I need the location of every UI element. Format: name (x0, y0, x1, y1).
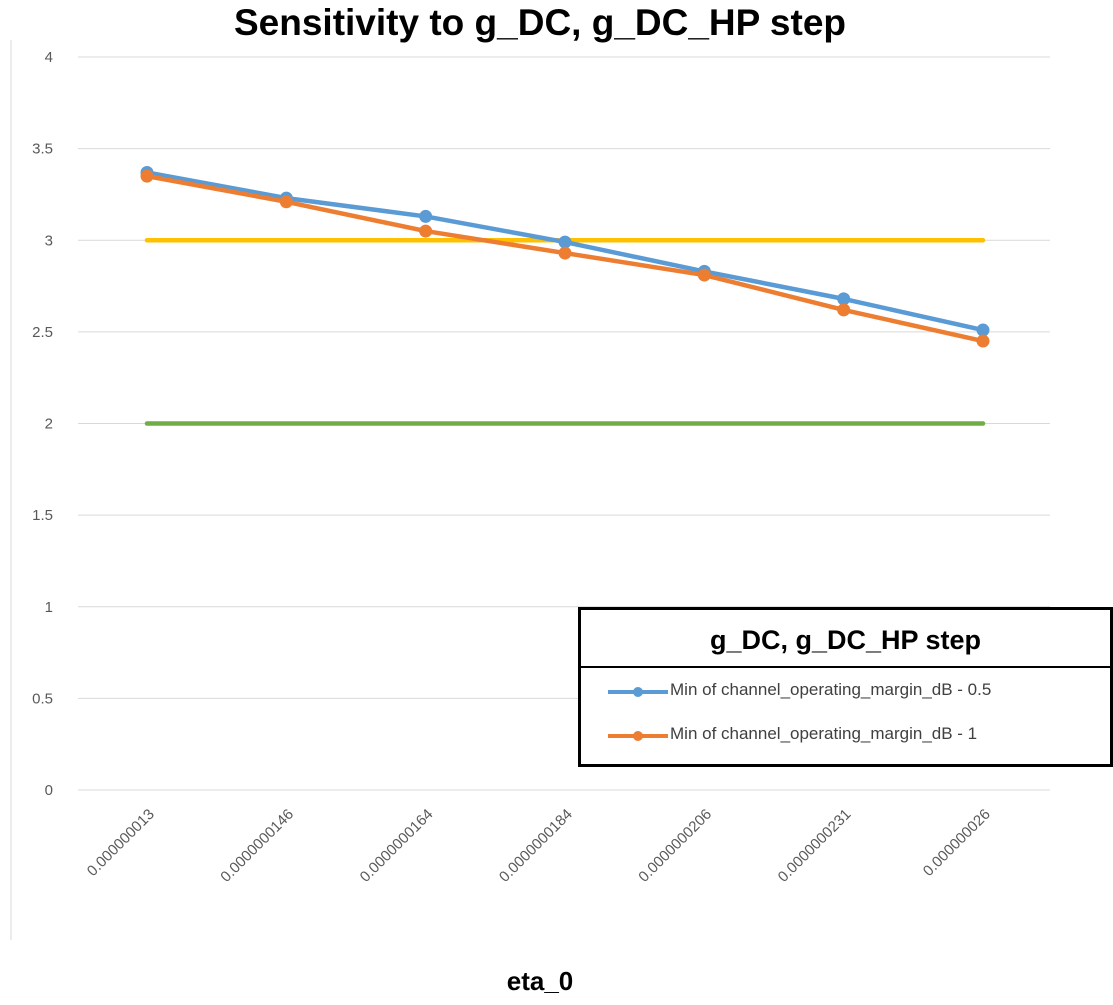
y-tick-label-2: 1 (45, 599, 53, 616)
chart-title: Sensitivity to g_DC, g_DC_HP step (233, 2, 847, 43)
y-tick-label-1: 0.5 (32, 690, 53, 707)
y-tick-label-6: 3 (45, 232, 53, 249)
series-1-point-5 (837, 303, 851, 317)
legend-title: g_DC, g_DC_HP step (581, 610, 1110, 668)
series-0-point-5 (837, 292, 851, 306)
y-tick-label-8: 4 (45, 49, 53, 66)
y-tick-label-4: 2 (45, 416, 53, 433)
series-0-point-2 (419, 209, 433, 223)
y-tick-label-3: 1.5 (32, 507, 53, 524)
y-tick-label-5: 2.5 (32, 324, 53, 341)
x-tick-label-6: 0.000000026 (920, 806, 994, 880)
legend-label-series-1: Min of channel_operating_margin_dB - 1 (670, 724, 978, 743)
series-1-point-6 (976, 334, 990, 348)
legend-item-series-1: Min of channel_operating_margin_dB - 1 (581, 720, 1110, 756)
series-0-point-3 (558, 235, 572, 249)
x-tick-label-3: 0.0000000184 (496, 806, 576, 886)
x-axis-ticks: 0.000000013 0.0000000146 0.0000000164 0.000… (84, 806, 994, 886)
legend: g_DC, g_DC_HP step Min of channel_operat… (578, 607, 1113, 767)
legend-swatch-orange (608, 731, 668, 741)
legend-item-series-0: Min of channel_operating_margin_dB - 0.5 (581, 676, 1110, 712)
y-axis-ticks: 0 0.5 1 1.5 2 2.5 3 3.5 4 (32, 49, 53, 799)
x-tick-label-4: 0.0000000206 (635, 806, 715, 886)
legend-label-series-0: Min of channel_operating_margin_dB - 0.5 (670, 680, 992, 699)
y-tick-label-0: 0 (45, 782, 53, 799)
series-1-point-0 (140, 169, 154, 183)
y-tick-label-7: 3.5 (32, 141, 53, 158)
series-1-point-2 (419, 224, 433, 238)
x-tick-label-2: 0.0000000164 (357, 806, 437, 886)
series-0-point-6 (976, 323, 990, 337)
legend-swatch-blue (608, 687, 668, 697)
series-1-point-1 (279, 195, 293, 209)
x-tick-label-0: 0.000000013 (84, 806, 158, 880)
x-tick-label-5: 0.0000000231 (775, 806, 855, 886)
x-axis-label: eta_0 (506, 966, 574, 996)
series-1-point-3 (558, 246, 572, 260)
series-group (140, 165, 990, 426)
series-1-point-4 (697, 268, 711, 282)
x-tick-label-1: 0.0000000146 (217, 806, 297, 886)
